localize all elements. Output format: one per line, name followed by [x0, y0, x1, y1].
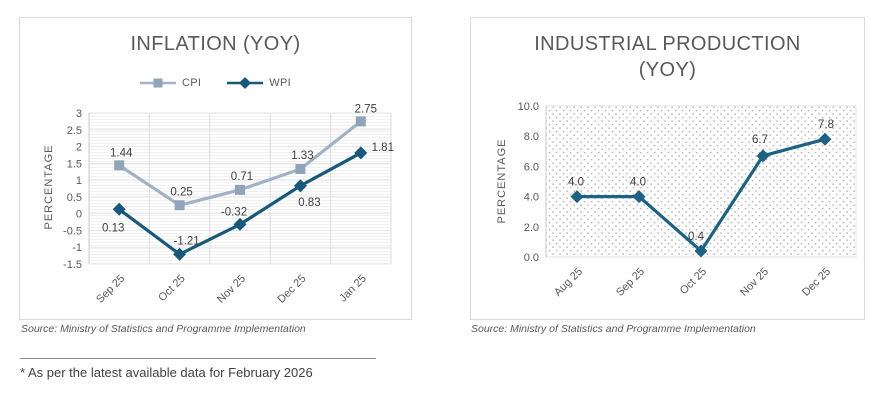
x-tick-label: Sep 25	[614, 266, 647, 299]
diamond-marker	[233, 217, 247, 231]
series-industrial-production: 4.0 4.0 0.4 6.7 7.8	[568, 119, 834, 258]
data-label: 2.75	[355, 103, 377, 115]
inflation-chart-panel: INFLATION (YOY) CPI WPI PERCENTAGE 3 2.5 2 1…	[19, 17, 412, 320]
diamond-marker	[239, 77, 252, 89]
y-tick-label: 0.0	[524, 252, 539, 264]
legend-item-wpi: WPI	[227, 76, 291, 90]
wpi-legend-marker-icon	[227, 77, 264, 89]
legend-item-cpi: CPI	[140, 76, 201, 90]
y-tick-label: -1.5	[63, 259, 82, 271]
y-tick-label: -0.5	[63, 225, 82, 237]
data-label: 1.33	[291, 150, 313, 162]
data-label: 4.0	[568, 177, 584, 189]
chart-title-line: (YOY)	[638, 59, 697, 81]
square-marker	[174, 200, 185, 211]
diamond-marker	[694, 244, 708, 258]
footnote-text: * As per the latest available data for F…	[20, 365, 313, 380]
y-tick-label: 8.0	[524, 131, 539, 143]
x-tick-label: Oct 25	[678, 266, 709, 297]
y-tick-label: 2	[76, 142, 82, 154]
series-cpi: 1.44 0.25 0.71 1.33 2.75	[110, 103, 377, 211]
data-label: 7.8	[818, 119, 834, 131]
chart-title-industrial-production: INDUSTRIAL PRODUCTION (YOY)	[471, 31, 864, 83]
square-marker	[114, 160, 125, 171]
data-label: 1.81	[372, 142, 394, 154]
y-tick-label: -1	[72, 242, 82, 254]
data-label: -0.32	[221, 206, 247, 218]
square-marker	[235, 184, 245, 195]
diamond-marker	[818, 132, 832, 146]
footnote-divider	[20, 358, 376, 359]
chart-legend: CPI WPI	[20, 76, 411, 90]
data-label: -1.21	[173, 235, 199, 247]
industrial-production-plot-area: 10.0 8.0 6.0 4.0 2.0 0.0 Aug 25 Sep 25 Oct 25 Nov…	[518, 101, 857, 299]
x-tick-label: Oct 25	[156, 273, 187, 304]
y-tick-label: 3	[76, 108, 82, 120]
chart-title-line: INFLATION (YOY)	[130, 33, 301, 55]
y-tick-label: 1	[76, 175, 82, 187]
series-wpi: 0.13 -1.21 -0.32 0.83 1.81	[102, 142, 394, 261]
diamond-marker	[173, 247, 187, 261]
x-tick-label: Dec 25	[800, 266, 833, 299]
plot-background	[545, 105, 857, 258]
source-note-industrial-production: Source: Ministry of Statistics and Progr…	[471, 323, 756, 335]
x-tick-label: Aug 25	[552, 266, 585, 299]
x-tick-label: Sep 25	[94, 273, 127, 306]
data-label: 0.83	[298, 197, 320, 209]
chart-title-inflation: INFLATION (YOY)	[20, 31, 411, 57]
data-label: 0.13	[102, 222, 124, 234]
data-label: 0.4	[688, 231, 705, 243]
data-label: 4.0	[630, 177, 646, 189]
chart-title-line: INDUSTRIAL PRODUCTION	[534, 33, 801, 55]
y-tick-label: 1.5	[67, 158, 82, 170]
legend-label: CPI	[182, 77, 202, 89]
data-label: 0.25	[170, 186, 192, 198]
data-label: 6.7	[752, 134, 768, 146]
y-tick-label: 4.0	[524, 192, 539, 204]
x-tick-label: Jan 25	[337, 273, 369, 305]
square-marker	[295, 164, 306, 175]
cpi-legend-marker-icon	[140, 78, 177, 88]
diamond-marker	[293, 179, 307, 193]
diamond-marker	[112, 202, 126, 216]
legend-label: WPI	[269, 77, 291, 89]
diamond-marker	[570, 190, 584, 204]
source-note-inflation: Source: Ministry of Statistics and Progr…	[21, 323, 306, 335]
inflation-plot-area: 3 2.5 2 1.5 1 0.5 0 -0.5 -1 -1.5 Sep 25 Oct 25 Nov 2…	[63, 103, 394, 306]
y-tick-label: 10.0	[518, 101, 539, 113]
y-tick-label: 6.0	[524, 161, 539, 173]
diamond-marker	[632, 190, 646, 204]
y-tick-label: 2.5	[67, 125, 82, 137]
x-tick-label: Nov 25	[215, 273, 248, 306]
x-tick-label: Nov 25	[738, 266, 771, 299]
x-tick-label: Dec 25	[275, 273, 308, 306]
square-marker	[153, 78, 163, 88]
y-tick-label: 2.0	[524, 222, 539, 234]
data-label: 0.71	[231, 171, 253, 183]
diamond-marker	[756, 149, 770, 163]
y-tick-label: 0.5	[67, 192, 82, 204]
data-label: 1.44	[110, 147, 133, 159]
square-marker	[355, 116, 366, 127]
y-tick-label: 0	[76, 209, 82, 221]
industrial-production-chart-panel: INDUSTRIAL PRODUCTION (YOY) PERCENTAGE 1…	[470, 17, 865, 320]
diamond-marker	[354, 146, 368, 160]
